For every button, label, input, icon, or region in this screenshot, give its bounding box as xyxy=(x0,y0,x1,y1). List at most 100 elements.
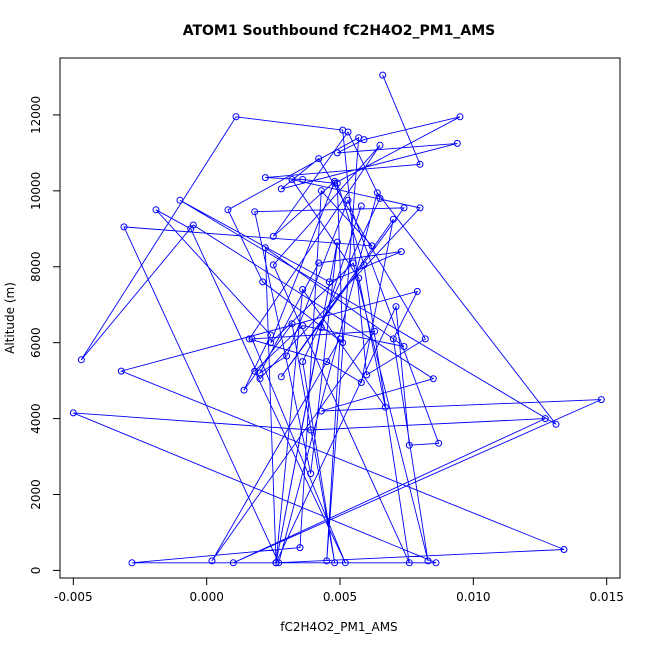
data-point xyxy=(456,113,464,121)
data-point xyxy=(245,335,253,343)
data-point xyxy=(421,335,429,343)
data-point xyxy=(323,358,331,366)
data-point xyxy=(317,324,325,331)
data-point xyxy=(341,559,349,567)
x-axis-label: fC2H4O2_PM1_AMS xyxy=(280,620,397,634)
data-point xyxy=(208,557,216,565)
data-point xyxy=(331,179,339,187)
x-tick-label: -0.005 xyxy=(54,590,93,604)
data-point xyxy=(355,134,363,142)
data-point xyxy=(389,215,397,223)
data-point xyxy=(269,232,277,240)
data-point xyxy=(299,176,307,183)
x-axis: -0.005 0.000 0.005 0.010 0.015 xyxy=(54,578,624,604)
data-point xyxy=(272,559,280,567)
y-tick-label: 12000 xyxy=(29,96,43,134)
data-point xyxy=(307,426,315,434)
y-tick-label: 10000 xyxy=(29,172,43,210)
data-point xyxy=(232,113,240,121)
data-point xyxy=(299,286,307,293)
data-point xyxy=(261,244,269,252)
data-point xyxy=(259,278,267,286)
data-point xyxy=(299,322,307,330)
data-point xyxy=(413,287,421,295)
data-point xyxy=(333,238,341,246)
data-point xyxy=(283,352,291,360)
data-point xyxy=(120,223,128,231)
data-point xyxy=(251,208,259,216)
data-point xyxy=(187,225,195,233)
data-point xyxy=(363,371,371,379)
data-point xyxy=(307,470,315,478)
data-point xyxy=(400,343,408,350)
data-point xyxy=(77,356,85,364)
data-point xyxy=(376,141,384,149)
data-point xyxy=(251,367,259,375)
data-point xyxy=(229,559,237,567)
data-point xyxy=(323,557,331,565)
series-line-group xyxy=(73,74,602,565)
data-point xyxy=(176,196,184,204)
data-point xyxy=(69,409,77,417)
data-point xyxy=(416,160,424,168)
x-tick-label: 0.015 xyxy=(589,590,623,604)
data-point xyxy=(317,187,325,195)
data-point xyxy=(261,174,269,182)
data-points-group xyxy=(69,71,605,567)
data-point xyxy=(368,242,376,250)
data-point xyxy=(355,274,363,282)
data-point xyxy=(435,439,443,447)
data-point xyxy=(315,259,323,267)
x-tick-label: 0.005 xyxy=(323,590,357,604)
x-tick-label: 0.000 xyxy=(189,590,223,604)
data-point xyxy=(429,375,437,383)
data-point xyxy=(360,261,368,269)
data-point xyxy=(333,149,341,157)
data-point xyxy=(389,335,397,343)
data-point xyxy=(267,339,275,347)
data-point xyxy=(371,327,379,335)
data-point xyxy=(288,320,296,328)
data-point xyxy=(275,559,283,567)
data-point xyxy=(397,248,405,256)
data-point xyxy=(344,196,352,204)
data-point xyxy=(373,189,381,197)
y-tick-label: 0 xyxy=(29,567,43,575)
data-point xyxy=(315,155,323,163)
y-tick-label: 6000 xyxy=(29,327,43,358)
data-point xyxy=(117,367,125,375)
data-point xyxy=(357,379,365,386)
data-point xyxy=(152,206,160,214)
data-point xyxy=(381,403,389,411)
y-axis-label: Altitude (m) xyxy=(3,282,17,354)
data-point xyxy=(240,386,248,394)
data-point xyxy=(416,204,424,212)
data-point xyxy=(128,559,136,567)
data-point xyxy=(331,559,339,567)
data-point xyxy=(400,204,408,212)
data-point xyxy=(597,396,605,404)
y-tick-label: 8000 xyxy=(29,251,43,282)
data-point xyxy=(277,373,285,381)
data-point xyxy=(432,559,440,567)
data-point xyxy=(317,407,325,415)
data-point xyxy=(376,194,384,202)
data-point xyxy=(405,441,413,449)
data-point xyxy=(405,559,413,567)
y-tick-label: 4000 xyxy=(29,403,43,434)
x-tick-label: 0.010 xyxy=(456,590,490,604)
data-point xyxy=(560,546,568,553)
data-point xyxy=(349,259,357,267)
data-point xyxy=(269,261,277,269)
series-line xyxy=(73,74,602,565)
data-point xyxy=(357,202,365,210)
data-point xyxy=(333,179,341,187)
data-point xyxy=(288,176,296,183)
data-point xyxy=(336,335,344,343)
data-point xyxy=(224,206,232,214)
y-tick-label: 2000 xyxy=(29,479,43,510)
data-point xyxy=(248,335,256,343)
data-point xyxy=(552,420,560,428)
